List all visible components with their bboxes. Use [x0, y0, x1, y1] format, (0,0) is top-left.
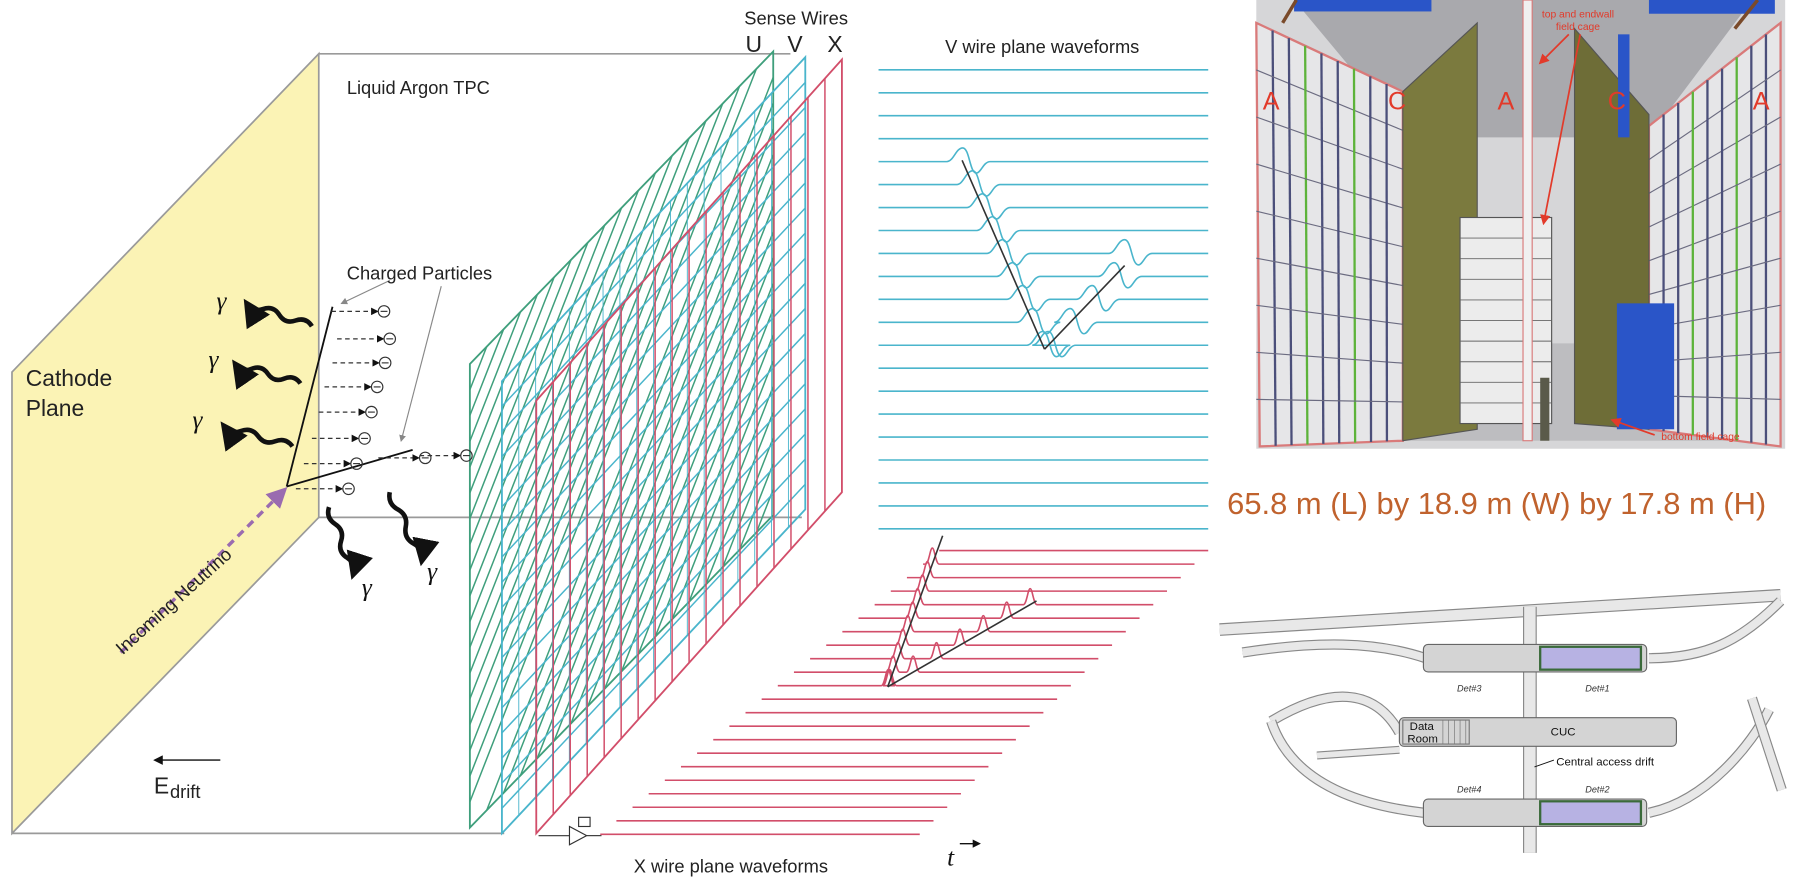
gamma-label: γ — [208, 347, 219, 374]
amplifier — [569, 826, 586, 844]
callout: bottom field cage — [1661, 432, 1740, 443]
sense-wires-label: Sense Wires — [744, 7, 848, 28]
capacitor — [579, 817, 590, 826]
line — [1354, 69, 1355, 443]
gamma-label: γ — [362, 574, 373, 601]
map-label: CUC — [1551, 727, 1576, 739]
drift-symbol: E — [154, 773, 169, 799]
dimensions: 65.8 m (L) by 18.9 m (W) by 17.8 m (H) — [1227, 486, 1766, 521]
line — [401, 286, 441, 441]
v-waveform — [879, 263, 1209, 288]
gamma-label: γ — [217, 288, 228, 315]
detector-label: C — [1608, 88, 1626, 116]
line — [1370, 76, 1371, 442]
charged-particles-label: Charged Particles — [347, 263, 492, 284]
line — [470, 208, 622, 596]
line — [888, 536, 943, 687]
detector-box — [1540, 801, 1641, 824]
line — [470, 190, 639, 621]
detector-label: C — [1388, 88, 1406, 116]
blue-frame — [1617, 303, 1674, 429]
detector-label: A — [1753, 88, 1770, 116]
line — [1338, 61, 1340, 443]
map-label: Central access drift — [1556, 756, 1655, 768]
line — [588, 232, 773, 706]
v-waveform — [879, 194, 1209, 219]
diagram: Sense Wires U V X V wire plane waveforms… — [0, 0, 1796, 878]
gamma-label: γ — [427, 558, 438, 585]
tunnel-fill — [1649, 601, 1781, 658]
v-waveform — [879, 148, 1209, 173]
time-label: t — [947, 844, 955, 871]
line — [470, 312, 521, 441]
shapes — [12, 0, 1785, 853]
line — [470, 329, 504, 415]
drift-subscript: drift — [170, 781, 201, 802]
tunnel-fill — [1220, 595, 1781, 629]
detector-label: A — [1263, 88, 1280, 116]
plane-label: X — [827, 31, 842, 57]
line — [470, 104, 723, 751]
tpc-label: Liquid Argon TPC — [347, 77, 490, 98]
map-label: Data — [1410, 721, 1435, 733]
gamma-ray — [389, 492, 422, 561]
plane-label: U — [745, 31, 762, 57]
line — [470, 347, 487, 390]
hall — [1399, 718, 1676, 747]
v-waveforms-label: V wire plane waveforms — [945, 36, 1139, 57]
v-waveform — [879, 240, 1209, 265]
center-frame — [1523, 0, 1532, 441]
line — [1534, 760, 1553, 767]
map-label: Room — [1407, 734, 1438, 746]
blue-frame — [1618, 34, 1629, 137]
line — [962, 160, 1044, 349]
left-wall — [1256, 23, 1403, 447]
v-waveform — [879, 309, 1209, 334]
map-label: Det#4 — [1457, 784, 1481, 794]
cathode-label: Cathode — [26, 365, 113, 391]
v-waveform — [879, 217, 1209, 242]
plane-label: V — [787, 31, 803, 57]
page: { "tpc_diagram": { "sense_wires_label": … — [0, 0, 1796, 878]
detector-box — [1540, 647, 1641, 670]
cathode-label: Plane — [26, 395, 85, 421]
blue-beam — [1294, 0, 1431, 11]
line — [888, 601, 1037, 687]
person — [1540, 378, 1549, 441]
map-label: Det#1 — [1585, 684, 1609, 694]
v-waveform — [879, 332, 1209, 357]
v-waveform — [879, 171, 1209, 196]
x-waveforms-label: X wire plane waveforms — [634, 856, 828, 877]
map-label: Det#2 — [1585, 784, 1609, 794]
line — [342, 280, 390, 303]
v-waveform — [879, 286, 1209, 311]
callout: top and endwall — [1542, 10, 1614, 21]
line — [470, 173, 655, 647]
line — [1045, 266, 1125, 350]
line — [470, 295, 537, 467]
gamma-label: γ — [192, 407, 203, 434]
callout: field cage — [1556, 22, 1600, 33]
detector-label: A — [1497, 88, 1514, 116]
map-label: Det#3 — [1457, 684, 1481, 694]
